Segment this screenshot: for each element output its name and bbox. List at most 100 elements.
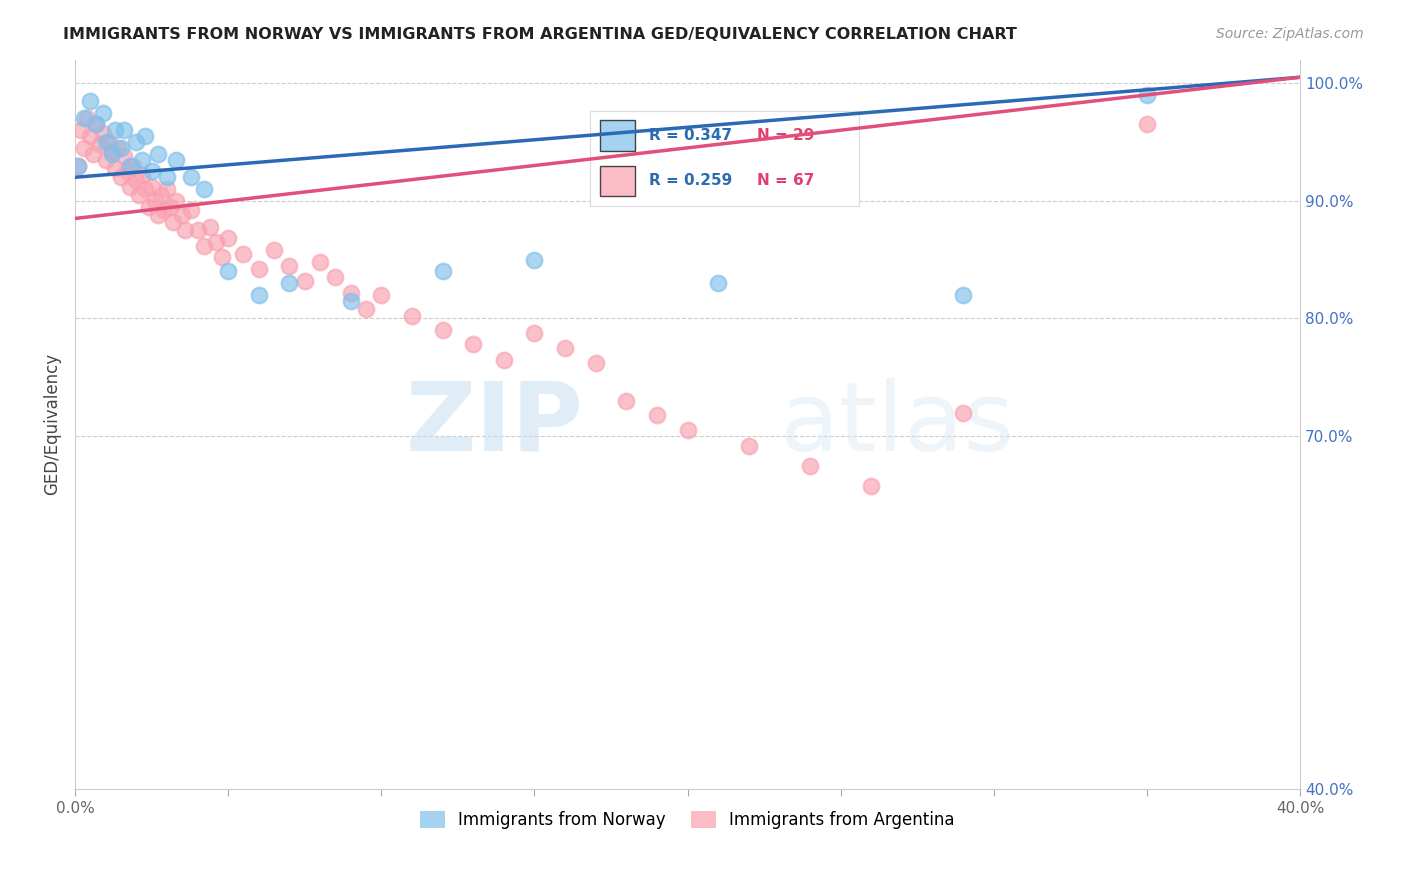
Point bbox=[67, 159, 90, 173]
Point bbox=[205, 235, 228, 249]
Point bbox=[67, 159, 90, 173]
Point bbox=[73, 141, 96, 155]
Point bbox=[131, 153, 153, 167]
Point bbox=[153, 203, 176, 218]
Point bbox=[172, 208, 194, 222]
Y-axis label: GED/Equivalency: GED/Equivalency bbox=[44, 353, 60, 495]
Point bbox=[278, 276, 301, 290]
Point bbox=[141, 164, 163, 178]
Point bbox=[614, 393, 637, 408]
Point bbox=[122, 159, 145, 173]
Point bbox=[432, 323, 454, 337]
Point bbox=[707, 276, 730, 290]
Point bbox=[143, 194, 166, 208]
Point bbox=[952, 406, 974, 420]
Point bbox=[82, 146, 104, 161]
Point bbox=[198, 219, 221, 234]
Point bbox=[128, 188, 150, 202]
Point bbox=[110, 170, 132, 185]
Point bbox=[110, 141, 132, 155]
Point bbox=[146, 208, 169, 222]
Point bbox=[370, 288, 392, 302]
Point bbox=[232, 246, 254, 260]
Point bbox=[100, 145, 122, 159]
Point bbox=[1136, 87, 1159, 102]
Point bbox=[585, 356, 607, 370]
Point bbox=[91, 126, 114, 140]
Point bbox=[94, 153, 117, 167]
Point bbox=[94, 135, 117, 149]
Text: Source: ZipAtlas.com: Source: ZipAtlas.com bbox=[1216, 27, 1364, 41]
Point bbox=[70, 123, 93, 137]
Point bbox=[156, 170, 179, 185]
Point bbox=[952, 288, 974, 302]
Point bbox=[174, 223, 197, 237]
Point bbox=[134, 182, 156, 196]
Point bbox=[217, 231, 239, 245]
Legend: Immigrants from Norway, Immigrants from Argentina: Immigrants from Norway, Immigrants from … bbox=[413, 804, 962, 836]
Point bbox=[180, 203, 202, 218]
Point bbox=[100, 146, 122, 161]
Point bbox=[463, 337, 485, 351]
Point bbox=[134, 129, 156, 144]
Point bbox=[339, 293, 361, 308]
Point bbox=[523, 252, 546, 267]
Point bbox=[91, 105, 114, 120]
Point bbox=[107, 141, 129, 155]
Point bbox=[193, 238, 215, 252]
Point bbox=[97, 135, 120, 149]
Point bbox=[278, 259, 301, 273]
Point bbox=[323, 270, 346, 285]
Point bbox=[217, 264, 239, 278]
Point bbox=[112, 123, 135, 137]
Point bbox=[247, 288, 270, 302]
Point bbox=[141, 179, 163, 194]
Point bbox=[162, 215, 184, 229]
Point bbox=[149, 188, 172, 202]
Point bbox=[112, 149, 135, 163]
Text: IMMIGRANTS FROM NORWAY VS IMMIGRANTS FROM ARGENTINA GED/EQUIVALENCY CORRELATION : IMMIGRANTS FROM NORWAY VS IMMIGRANTS FRO… bbox=[63, 27, 1017, 42]
Point bbox=[120, 179, 142, 194]
Point bbox=[125, 172, 148, 186]
Point bbox=[860, 478, 883, 492]
Point bbox=[76, 112, 98, 126]
Point bbox=[180, 170, 202, 185]
Text: atlas: atlas bbox=[779, 378, 1015, 471]
Point bbox=[115, 164, 138, 178]
Point bbox=[131, 168, 153, 182]
Point bbox=[645, 408, 668, 422]
Point bbox=[73, 112, 96, 126]
Point bbox=[156, 182, 179, 196]
Point bbox=[554, 341, 576, 355]
Point bbox=[159, 200, 181, 214]
Point bbox=[294, 274, 316, 288]
Point bbox=[138, 200, 160, 214]
Point bbox=[79, 129, 101, 144]
Point bbox=[263, 244, 285, 258]
Point bbox=[676, 423, 699, 437]
Point bbox=[738, 439, 761, 453]
Text: ZIP: ZIP bbox=[405, 378, 583, 471]
Point bbox=[104, 123, 127, 137]
Point bbox=[125, 135, 148, 149]
Point bbox=[799, 458, 821, 473]
Point bbox=[120, 159, 142, 173]
Point bbox=[186, 223, 208, 237]
Point bbox=[247, 262, 270, 277]
Point bbox=[165, 153, 187, 167]
Point bbox=[86, 117, 108, 131]
Point bbox=[165, 194, 187, 208]
Point bbox=[146, 146, 169, 161]
Point bbox=[89, 137, 111, 152]
Point bbox=[79, 94, 101, 108]
Point bbox=[104, 161, 127, 175]
Point bbox=[86, 117, 108, 131]
Point bbox=[401, 309, 423, 323]
Point bbox=[309, 255, 332, 269]
Point bbox=[193, 182, 215, 196]
Point bbox=[1136, 117, 1159, 131]
Point bbox=[339, 285, 361, 300]
Point bbox=[211, 250, 233, 264]
Point bbox=[492, 352, 515, 367]
Point bbox=[432, 264, 454, 278]
